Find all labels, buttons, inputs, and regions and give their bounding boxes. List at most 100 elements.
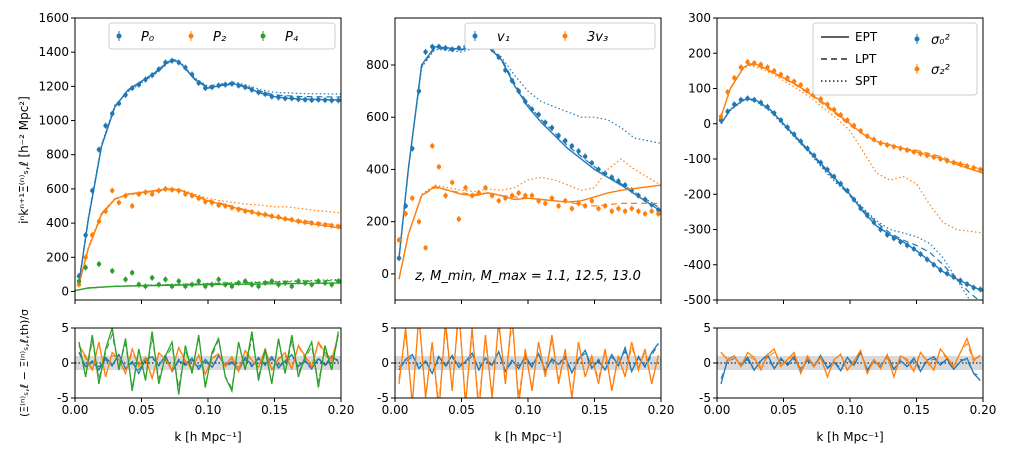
y-tick-label: 1600 xyxy=(38,11,69,25)
data-point-p2 xyxy=(322,222,328,227)
x-tick-label: 0.00 xyxy=(62,403,89,417)
data-point-3v3 xyxy=(543,201,548,206)
data-point-sigma22 xyxy=(851,123,857,128)
x-tick-label: 0.00 xyxy=(382,403,409,417)
plot-area xyxy=(75,328,341,395)
data-point-3v3 xyxy=(569,206,575,211)
data-point-v1 xyxy=(656,207,661,213)
x-tick-label: 0.05 xyxy=(128,403,155,417)
data-point-v1 xyxy=(589,160,595,166)
x-tick-label: 0.05 xyxy=(448,403,475,417)
data-point-v1 xyxy=(449,47,455,52)
data-point-3v3 xyxy=(563,198,568,203)
data-point-p0 xyxy=(183,65,188,70)
legend-box xyxy=(812,22,978,96)
panel-top-middle: 0 200 400 600 800 v₁ 3v₃ xyxy=(366,17,662,304)
data-point-sigma22 xyxy=(958,162,963,167)
ept-line-sigma02 xyxy=(720,98,983,292)
legend: EPT LPT SPT σ₀² σ₂² xyxy=(812,22,978,96)
y-tick-label: 5 xyxy=(703,321,711,335)
data-point-p0 xyxy=(269,94,275,99)
ept-line-p0 xyxy=(78,59,341,284)
data-point-sigma22 xyxy=(858,128,863,133)
data-point-sigma02 xyxy=(798,139,803,144)
data-point-sigma02 xyxy=(904,243,910,248)
data-point-p4 xyxy=(223,282,228,287)
data-point-sigma02 xyxy=(778,118,784,123)
data-point-sigma02 xyxy=(898,239,903,245)
x-tick-label: 0.20 xyxy=(328,403,355,417)
data-point-v1 xyxy=(622,182,628,188)
data-point-v1 xyxy=(443,45,448,51)
lpt-line-v1 xyxy=(398,46,661,259)
spt-line-p0 xyxy=(78,60,341,283)
data-point-p0 xyxy=(262,91,268,97)
data-point-p0 xyxy=(336,98,341,103)
y-tick-label: 0 xyxy=(381,267,389,281)
legend-label: σ₂² xyxy=(931,63,950,78)
data-point-3v3 xyxy=(556,203,561,209)
data-point-3v3 xyxy=(463,185,468,190)
data-point-sigma02 xyxy=(851,197,857,202)
legend-label: P₄ xyxy=(285,30,299,45)
data-point-sigma02 xyxy=(871,220,877,225)
data-point-3v3 xyxy=(576,201,581,206)
panel-frame xyxy=(394,327,662,399)
data-point-sigma02 xyxy=(771,110,777,116)
data-point-sigma22 xyxy=(898,146,903,151)
data-point-v1 xyxy=(563,138,568,143)
y-tick-label: 600 xyxy=(366,110,389,124)
data-point-p2 xyxy=(129,203,135,209)
data-point-p4 xyxy=(262,280,268,286)
data-point-sigma02 xyxy=(811,153,817,158)
data-point-p2 xyxy=(90,232,95,238)
panel-frame xyxy=(74,327,342,399)
data-point-p4 xyxy=(136,282,142,287)
panel-top-left: 0 200 400 600 800 1000 1200 1400 1600 P₀ P₂ P₄ xyxy=(38,11,342,304)
x-tick-label: 0.10 xyxy=(195,403,222,417)
y-tick-label: 400 xyxy=(46,216,69,230)
data-point-p0 xyxy=(76,273,82,279)
y-tick-label: 600 xyxy=(46,182,69,196)
ept-line-v1 xyxy=(398,45,661,259)
data-point-p0 xyxy=(316,97,321,102)
x-axis-label-right: k [h Mpc⁻¹] xyxy=(816,430,883,444)
data-point-sigma22 xyxy=(931,155,936,160)
spt-line-v1 xyxy=(398,46,661,259)
y-tick-label: 5 xyxy=(61,321,69,335)
data-point-3v3 xyxy=(496,198,501,203)
data-point-p0 xyxy=(223,82,228,87)
data-point-sigma02 xyxy=(858,206,863,211)
y-axis-label-top: iⁿkⁿ⁺¹Ξ⁽ⁿ⁾ₛ,ℓ [h⁻² Mpc²] xyxy=(17,96,31,224)
data-point-p2 xyxy=(229,205,235,210)
y-tick-label: 0 xyxy=(61,356,69,370)
data-point-sigma02 xyxy=(964,281,970,287)
data-point-p4 xyxy=(149,275,155,280)
data-point-sigma02 xyxy=(738,97,744,102)
data-point-p4 xyxy=(309,282,314,287)
data-point-p4 xyxy=(169,284,175,289)
data-point-sigma22 xyxy=(791,79,797,84)
data-point-p4 xyxy=(96,261,102,267)
plot-area xyxy=(718,59,983,300)
lpt-line-sigma22 xyxy=(720,63,983,171)
legend-box xyxy=(108,22,336,50)
data-point-v1 xyxy=(423,49,428,55)
data-point-p2 xyxy=(163,186,168,192)
panel-top-right: -500 -400 -300 -200 -100 0 100 200 300 EPT LPT SPT σ… xyxy=(684,11,984,307)
data-point-v1 xyxy=(556,133,561,138)
data-point-3v3 xyxy=(609,209,614,214)
data-point-p4 xyxy=(243,279,248,284)
spt-line-3v3 xyxy=(398,158,661,280)
data-point-p0 xyxy=(123,92,128,98)
data-point-3v3 xyxy=(449,180,455,185)
x-tick-label: 0.15 xyxy=(261,403,288,417)
data-point-3v3 xyxy=(529,193,535,198)
legend-marker xyxy=(562,33,568,39)
y-tick-label: 800 xyxy=(46,148,69,162)
data-point-p4 xyxy=(296,279,301,284)
y-tick-label: -400 xyxy=(684,258,711,272)
panel-frame xyxy=(716,327,984,399)
data-point-sigma22 xyxy=(978,167,983,172)
data-point-3v3 xyxy=(396,237,402,243)
